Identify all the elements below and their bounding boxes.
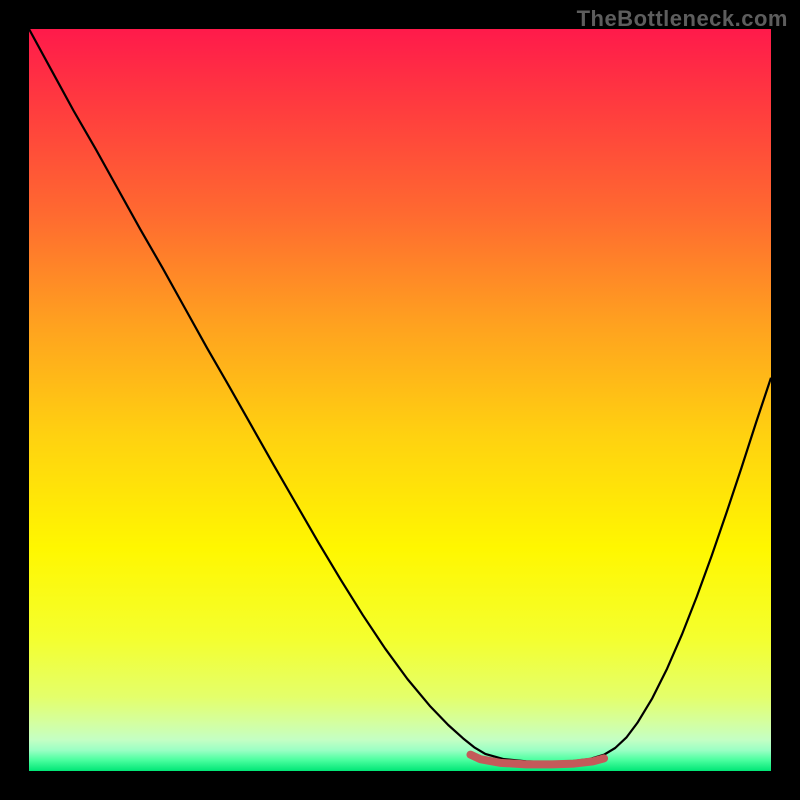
plot-area — [29, 29, 771, 771]
chart-svg — [29, 29, 771, 771]
gradient-background — [29, 29, 771, 771]
chart-frame: TheBottleneck.com — [0, 0, 800, 800]
